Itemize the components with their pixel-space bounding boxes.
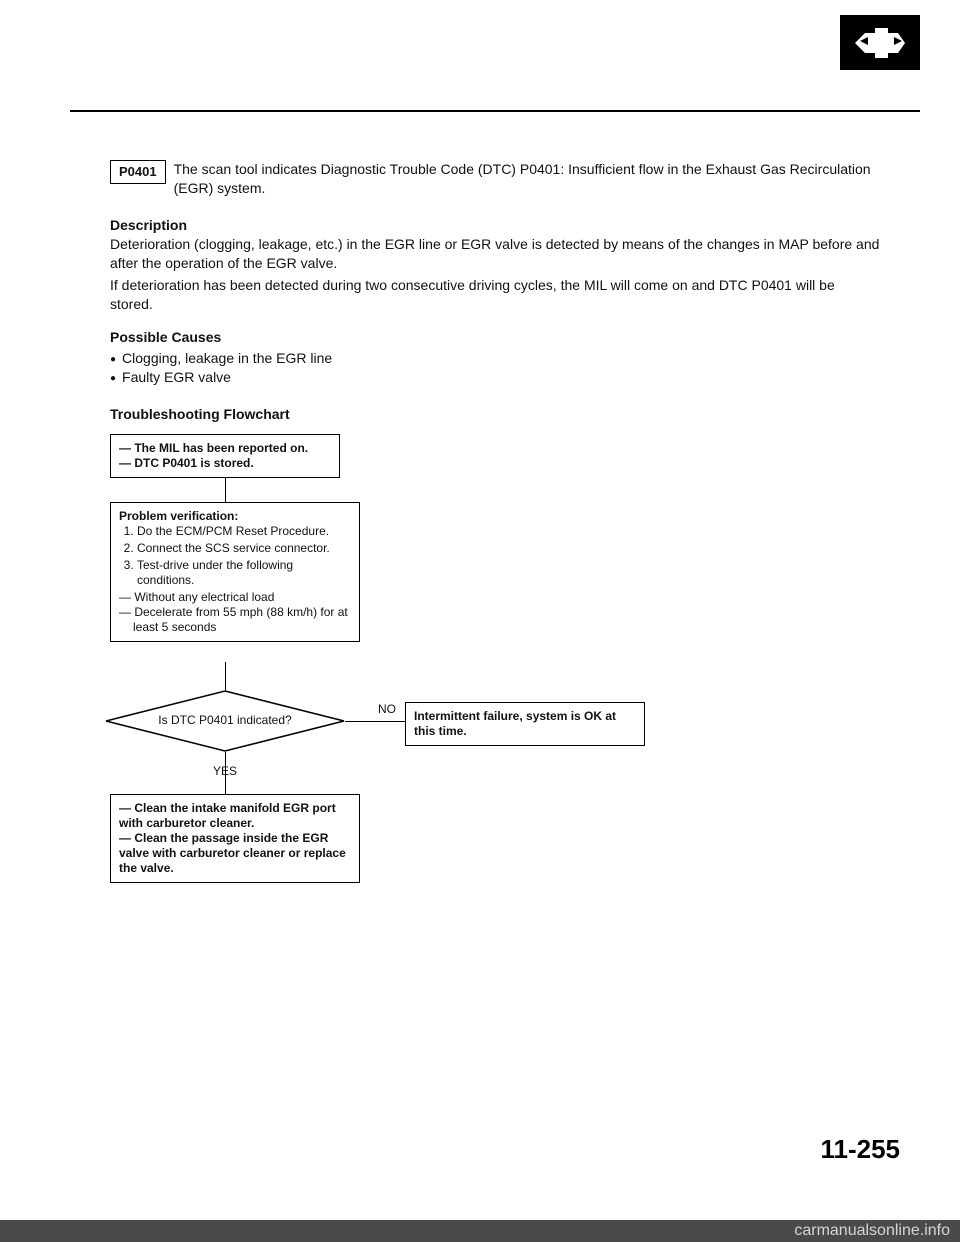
content: P0401 The scan tool indicates Diagnostic… — [110, 160, 880, 944]
causes-list: Clogging, leakage in the EGR line Faulty… — [110, 349, 880, 387]
dtc-code-box: P0401 — [110, 160, 166, 184]
dtc-intro-text: The scan tool indicates Diagnostic Troub… — [174, 160, 880, 198]
fc-decision: Is DTC P0401 indicated? — [105, 690, 345, 752]
fc-text: — Clean the intake manifold EGR port wit… — [119, 801, 351, 831]
fc-yes-label: YES — [213, 764, 237, 779]
fc-steps: Do the ECM/PCM Reset Procedure. Connect … — [119, 524, 351, 588]
connector — [345, 721, 405, 722]
cause-item: Faulty EGR valve — [110, 368, 880, 387]
description-title: Description — [110, 216, 880, 235]
flowchart-title: Troubleshooting Flowchart — [110, 405, 880, 424]
flowchart: — The MIL has been reported on. — DTC P0… — [110, 434, 730, 944]
page-number: 11-255 — [820, 1134, 900, 1165]
watermark: carmanualsonline.info — [0, 1220, 960, 1242]
connector — [225, 478, 226, 502]
cause-item: Clogging, leakage in the EGR line — [110, 349, 880, 368]
fc-start-box: — The MIL has been reported on. — DTC P0… — [110, 434, 340, 478]
fc-substep: — Decelerate from 55 mph (88 km/h) for a… — [119, 605, 351, 635]
top-rule — [70, 110, 920, 112]
fc-result-ok-box: Intermittent failure, system is OK at th… — [405, 702, 645, 746]
fc-step: Do the ECM/PCM Reset Procedure. — [137, 524, 351, 539]
fc-verification-box: Problem verification: Do the ECM/PCM Res… — [110, 502, 360, 642]
fc-text: — The MIL has been reported on. — [119, 441, 331, 456]
fc-box-title: Problem verification: — [119, 509, 351, 524]
dtc-header: P0401 The scan tool indicates Diagnostic… — [110, 160, 880, 198]
fc-text: Intermittent failure, system is OK at th… — [414, 709, 616, 738]
page: P0401 The scan tool indicates Diagnostic… — [0, 0, 960, 1220]
fc-text: — Clean the passage inside the EGR valve… — [119, 831, 351, 876]
description-p1: Deterioration (clogging, leakage, etc.) … — [110, 235, 880, 273]
connector — [225, 662, 226, 690]
fc-text: — DTC P0401 is stored. — [119, 456, 331, 471]
causes-title: Possible Causes — [110, 328, 880, 347]
fc-decision-text: Is DTC P0401 indicated? — [105, 690, 345, 752]
fc-step: Connect the SCS service connector. — [137, 541, 351, 556]
fc-step: Test-drive under the following condition… — [137, 558, 351, 588]
engine-icon — [840, 15, 920, 70]
fc-no-label: NO — [378, 702, 396, 717]
fc-action-box: — Clean the intake manifold EGR port wit… — [110, 794, 360, 883]
fc-substep: — Without any electrical load — [119, 590, 351, 605]
description-p2: If deterioration has been detected durin… — [110, 276, 880, 314]
